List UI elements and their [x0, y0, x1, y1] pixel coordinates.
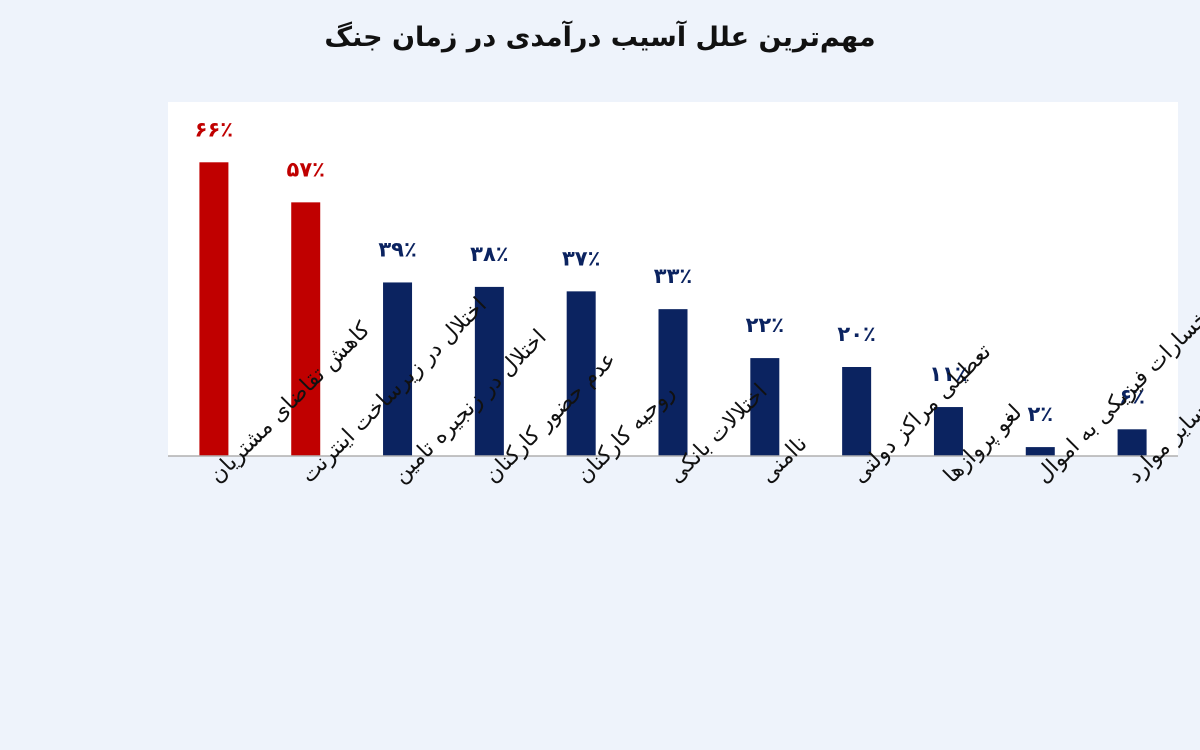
value-label-10: ۲٪	[1027, 402, 1053, 426]
value-label-9: ۱۱٪	[929, 362, 967, 386]
value-label-2: ۵۷٪	[287, 157, 325, 181]
bar-7	[750, 358, 780, 456]
value-label-4: ۳۸٪	[470, 242, 508, 266]
bar-2	[291, 202, 321, 456]
value-label-5: ۳۷٪	[562, 246, 600, 270]
value-label-8: ۲۰٪	[837, 322, 875, 346]
bar-8	[842, 367, 872, 456]
bar-10	[1025, 447, 1055, 456]
chart-title: مهم‌ترین علل آسیب درآمدی در زمان جنگ	[324, 22, 876, 53]
bar-6	[658, 309, 688, 456]
value-label-6: ۳۳٪	[654, 264, 692, 288]
value-label-11: ۶٪	[1119, 384, 1145, 408]
bar-3	[383, 282, 413, 456]
bar-5	[566, 291, 596, 456]
value-label-3: ۳۹٪	[378, 237, 416, 261]
value-label-7: ۲۲٪	[746, 313, 784, 337]
bar-1	[199, 162, 229, 457]
value-label-1: ۶۶٪	[195, 117, 233, 141]
bar-9	[933, 407, 963, 456]
bar-11	[1117, 429, 1147, 456]
bar-4	[474, 286, 504, 456]
